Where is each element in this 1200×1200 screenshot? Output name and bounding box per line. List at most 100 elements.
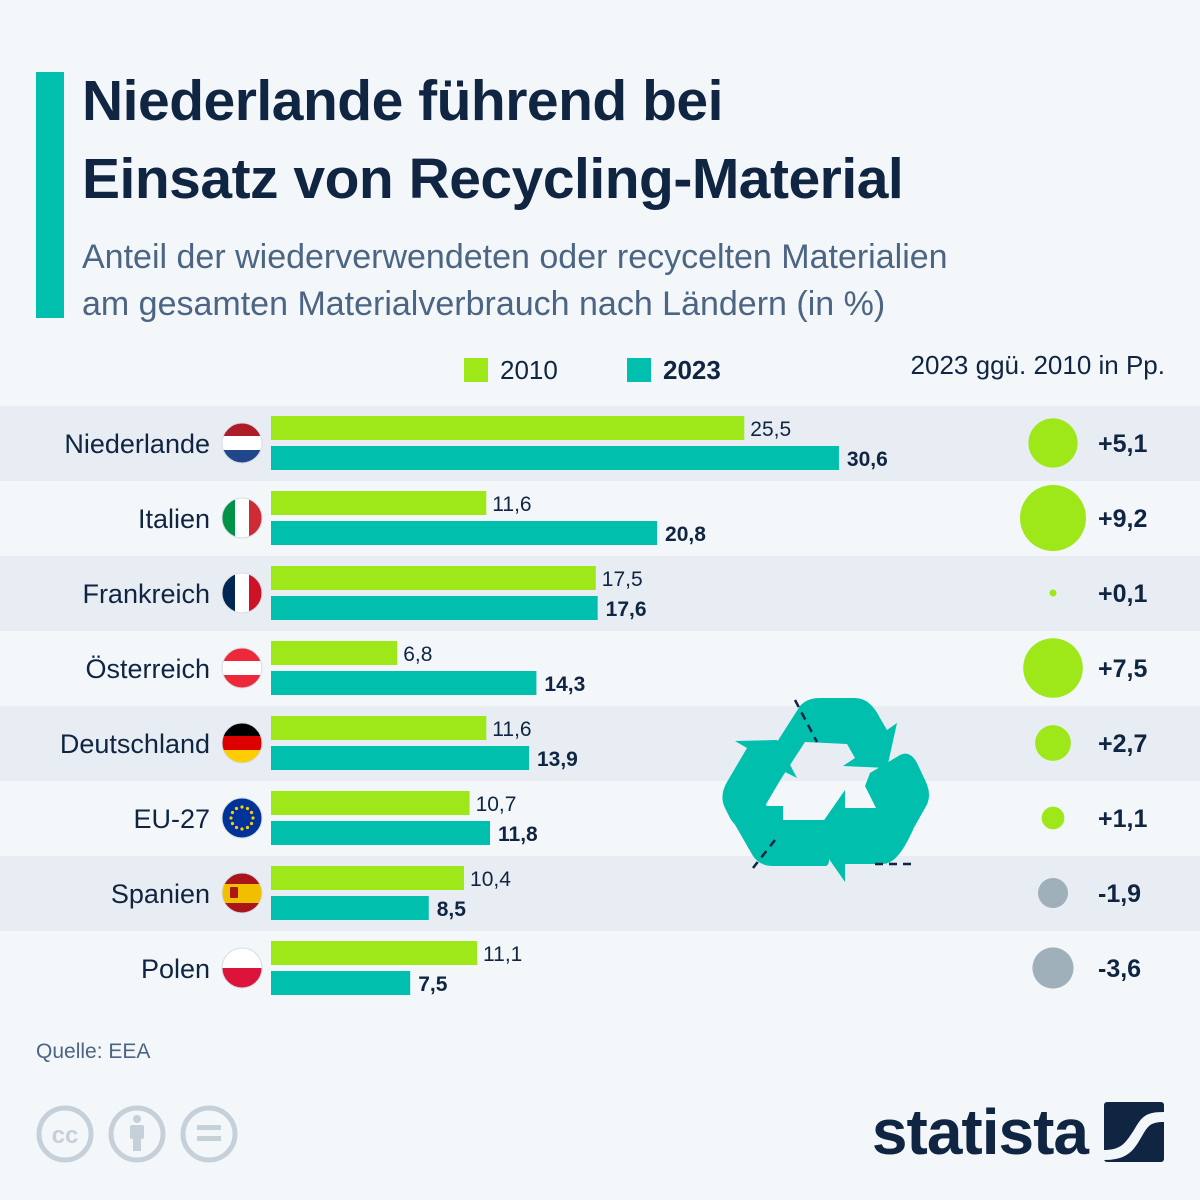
table-row: Italien 11,6 20,8 +9,2	[138, 485, 1147, 551]
delta-label: +1,1	[1098, 805, 1147, 833]
flag	[221, 872, 263, 914]
title-line-1: Niederlande führend bei	[82, 69, 723, 133]
bar-2010	[271, 566, 596, 590]
bar-2023	[271, 821, 491, 845]
country-label: EU-27	[133, 804, 210, 834]
delta-bubble	[1023, 638, 1083, 698]
bar-label-2023: 13,9	[537, 748, 578, 771]
row-band	[0, 856, 1200, 931]
table-row: Niederlande 25,5 30,6 +5,1	[64, 416, 1147, 471]
flag-at-icon	[222, 648, 262, 688]
bar-label-2010: 10,4	[470, 868, 511, 891]
delta-bubble	[1020, 485, 1086, 551]
cc-icon[interactable]: cc	[36, 1105, 94, 1163]
attribution-icon[interactable]	[108, 1105, 166, 1163]
no-derivatives-icon[interactable]	[180, 1105, 238, 1163]
flag	[221, 947, 263, 989]
bar-2023	[271, 896, 429, 920]
delta-bubble	[1049, 589, 1057, 597]
bar-2023	[271, 521, 658, 545]
bar-2010	[271, 716, 487, 740]
bar-label-2023: 17,6	[606, 598, 647, 621]
bar-label-2010: 11,6	[492, 493, 531, 516]
brand-wordmark: statista	[871, 1096, 1089, 1168]
title-accent-bar	[36, 72, 64, 318]
flag-de-icon	[222, 723, 262, 763]
table-row: EU-27 10,7 11,8 +1,1	[133, 791, 1147, 846]
bar-label-2023: 14,3	[544, 673, 585, 696]
delta-label: -1,9	[1098, 880, 1141, 908]
chart-title: Niederlande führend bei Einsatz von Recy…	[82, 62, 1182, 218]
statista-logo[interactable]: statista	[872, 1100, 1164, 1164]
row-band	[0, 556, 1200, 631]
table-row: Spanien 10,48,5 -1,9	[111, 866, 1141, 921]
flag-it-icon	[222, 498, 262, 538]
license-icons: cc	[36, 1105, 238, 1163]
legend-label-2023: 2023	[663, 354, 721, 385]
bar-chart: Niederlande 25,5 30,6 +5,1 Italien 11,6 20,8 +9…	[0, 406, 1200, 996]
country-label: Italien	[138, 504, 210, 534]
bar-label-2010: 11,1	[483, 943, 522, 966]
legend-label-2010: 2010	[500, 354, 558, 385]
country-label: Österreich	[85, 654, 210, 684]
legend-swatch-2023	[627, 358, 651, 382]
subtitle-line-1: Anteil der wiederverwendeten oder recyce…	[82, 238, 948, 276]
statista-logo-icon	[1104, 1102, 1164, 1162]
table-row: Österreich 6,8 14,3 +7,5	[85, 638, 1147, 698]
legend-item-2023: 2023	[627, 352, 721, 388]
delta-label: -3,6	[1098, 955, 1141, 983]
delta-bubble	[1028, 418, 1078, 468]
bar-2010	[271, 941, 478, 965]
table-row: Deutschland 11,6 13,9 +2,7	[60, 716, 1147, 771]
bar-label-2010: 6,8	[403, 643, 432, 666]
delta-label: +2,7	[1098, 730, 1147, 758]
table-row: Frankreich 17,5 17,6 +0,1	[82, 566, 1147, 621]
legend-item-2010: 2010	[464, 352, 558, 388]
row-band	[0, 706, 1200, 781]
flag-fr-icon	[222, 573, 262, 613]
recycle-icon	[722, 698, 929, 882]
svg-text:cc: cc	[52, 1122, 79, 1149]
country-label: Niederlande	[64, 429, 210, 459]
legend: 2010 2023	[0, 352, 1200, 388]
bar-2023	[271, 596, 598, 620]
country-label: Spanien	[111, 879, 210, 909]
bar-2010	[271, 791, 470, 815]
bar-label-2010: 17,5	[602, 568, 643, 591]
delta-label: +0,1	[1098, 580, 1147, 608]
table-row: Polen 11,1 7,5 -3,6	[141, 941, 1141, 996]
bar-2023	[271, 971, 411, 995]
bar-label-2023: 20,8	[665, 523, 706, 546]
delta-bubble	[1041, 806, 1065, 830]
flag	[221, 722, 263, 764]
bar-2010	[271, 866, 465, 890]
flag-es-icon	[222, 873, 262, 913]
country-label: Deutschland	[60, 729, 210, 759]
bar-label-2023: 11,8	[498, 823, 538, 846]
flag	[221, 647, 263, 689]
delta-bubble	[1038, 878, 1068, 908]
flag-nl-icon	[222, 423, 262, 463]
flag	[221, 422, 263, 464]
delta-bubble	[1032, 947, 1074, 989]
country-label: Frankreich	[82, 579, 210, 609]
delta-label: +9,2	[1098, 505, 1147, 533]
bar-2023	[271, 446, 839, 470]
delta-label: +7,5	[1098, 655, 1147, 683]
delta-label: +5,1	[1098, 430, 1147, 458]
bar-label-2010: 10,7	[476, 793, 517, 816]
delta-bubble	[1035, 725, 1071, 761]
bar-label-2023: 8,5	[437, 898, 467, 921]
bar-label-2010: 25,5	[750, 418, 791, 441]
bar-2010	[271, 416, 745, 440]
source-note: Quelle: EEA	[36, 1040, 151, 1063]
title-line-2: Einsatz von Recycling-Material	[82, 147, 904, 211]
bar-label-2023: 7,5	[418, 973, 448, 996]
bar-label-2023: 30,6	[847, 448, 888, 471]
flag-eu-icon	[222, 798, 262, 838]
legend-swatch-2010	[464, 358, 488, 382]
chart-subtitle: Anteil der wiederverwendeten oder recyce…	[82, 234, 1182, 328]
flag	[221, 497, 263, 539]
bar-2010	[271, 641, 398, 665]
bar-label-2010: 11,6	[492, 718, 531, 741]
